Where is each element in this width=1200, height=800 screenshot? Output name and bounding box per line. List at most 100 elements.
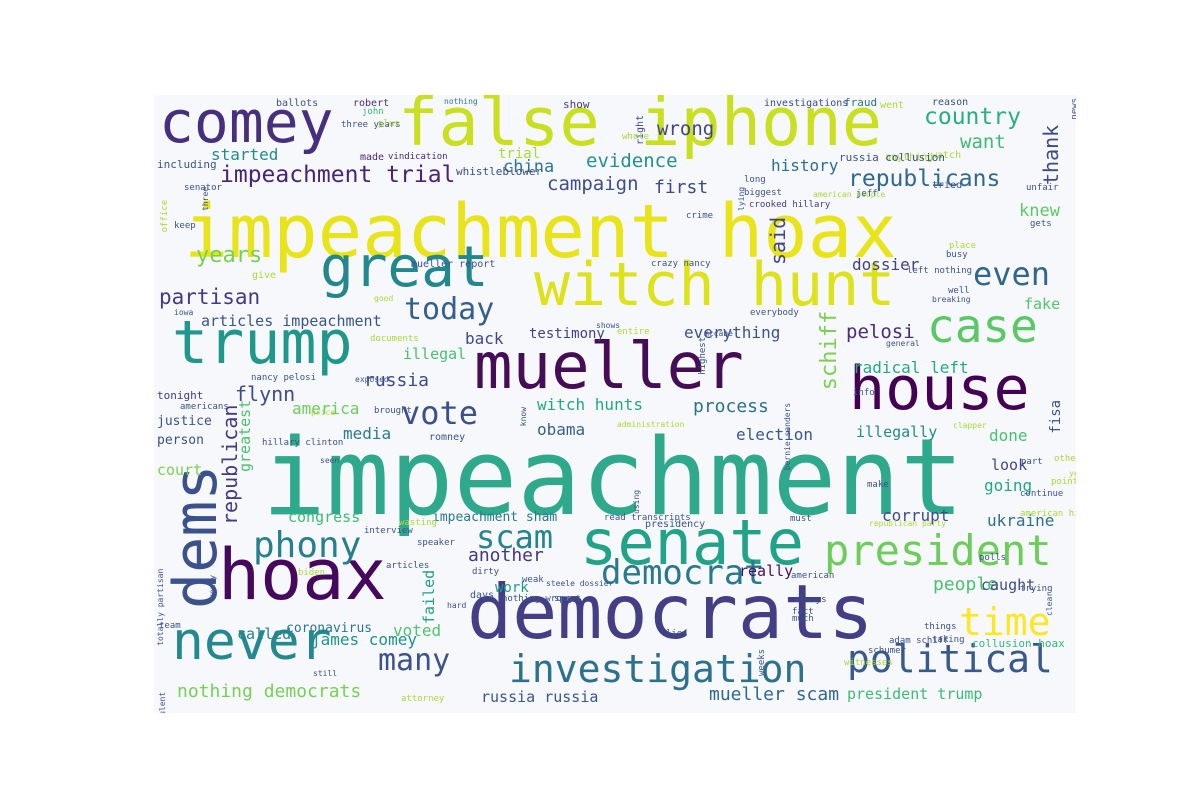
- cloud-word-clapper: clapper: [953, 421, 987, 430]
- cloud-word-three: three: [201, 186, 210, 211]
- cloud-word-first: first: [654, 177, 709, 198]
- cloud-word-fraudulent: fraudulent: [158, 692, 167, 713]
- cloud-word-give: give: [252, 270, 277, 281]
- cloud-word-info: info: [853, 388, 875, 398]
- cloud-word-office: office: [160, 199, 170, 233]
- cloud-word-things: things: [924, 622, 957, 632]
- cloud-word-john: john: [362, 107, 384, 117]
- cloud-word-tried: tried: [932, 180, 963, 191]
- cloud-word-everybody: everybody: [750, 308, 799, 318]
- cloud-word-schiff: schiff: [817, 310, 842, 391]
- cloud-word-greatest: greatest: [236, 399, 254, 472]
- cloud-word-entire: entire: [617, 327, 650, 337]
- cloud-word-media: media: [343, 424, 392, 443]
- cloud-word-taking: taking: [932, 635, 965, 645]
- cloud-word-good: good: [374, 294, 394, 303]
- cloud-word-american-people: american people: [813, 190, 886, 199]
- cloud-word-work: work: [495, 580, 529, 596]
- cloud-word-trial: trial: [498, 146, 541, 162]
- cloud-word-testimony: testimony: [529, 326, 605, 342]
- cloud-word-justice: justice: [157, 414, 212, 429]
- cloud-word-make: make: [867, 480, 889, 490]
- cloud-word-impeachment-sham: impeachment sham: [432, 510, 558, 525]
- cloud-word-show: show: [563, 98, 590, 111]
- cloud-word-exposed: exposed: [355, 375, 389, 384]
- cloud-word-articles: articles: [386, 561, 430, 571]
- cloud-word-comey: comey: [159, 95, 334, 156]
- cloud-word-robert: robert: [353, 98, 390, 109]
- cloud-word-read-transcripts: read transcripts: [604, 513, 691, 523]
- cloud-word-news: news: [1070, 97, 1076, 120]
- cloud-word-weeks: weeks: [757, 648, 767, 676]
- cloud-word-vote: vote: [401, 394, 479, 432]
- cloud-word-left-nothing: left nothing: [907, 266, 973, 276]
- cloud-word-team: team: [159, 621, 181, 631]
- cloud-word-country: country: [924, 104, 1021, 130]
- cloud-word-witch-hunt: witch hunt: [534, 250, 896, 320]
- cloud-word-year: year: [1069, 469, 1076, 478]
- cloud-word-investigation: investigation: [509, 647, 807, 691]
- cloud-word-jeff: jeff: [856, 189, 878, 199]
- cloud-word-crooked-hillary: crooked hillary: [749, 200, 831, 210]
- cloud-word-nothing-wrong: nothing wrong: [502, 594, 573, 604]
- cloud-word-people: people: [933, 574, 999, 595]
- cloud-word-collusion-hoax: collusion hoax: [972, 637, 1065, 650]
- cloud-word-time: time: [959, 600, 1051, 644]
- cloud-word-china: china: [503, 157, 555, 177]
- cloud-word-vindication: vindication: [388, 152, 448, 162]
- cloud-word-breaking: breaking: [932, 295, 971, 304]
- cloud-word-whole: whole: [622, 132, 650, 142]
- cloud-word-anything: anything: [885, 152, 934, 163]
- cloud-word-mueller-report: mueller report: [411, 259, 496, 270]
- cloud-word-great: great: [320, 235, 489, 300]
- cloud-word-james-comey: james comey: [311, 630, 417, 649]
- cloud-word-going: going: [984, 476, 1033, 495]
- cloud-word-impeachment-trial: impeachment trial: [220, 162, 456, 188]
- cloud-word-house: house: [849, 354, 1030, 424]
- cloud-word-presidency: presidency: [645, 519, 706, 530]
- cloud-word-much: much: [792, 614, 814, 624]
- cloud-word-impeachment-hoax: impeachment hoax: [184, 189, 897, 275]
- cloud-word-radical-left: radical left: [853, 358, 969, 377]
- cloud-word-fake: fake: [1024, 295, 1061, 313]
- cloud-word-everything: everything: [684, 323, 781, 342]
- cloud-word-totally-partisan: totally partisan: [156, 568, 165, 646]
- cloud-word-hoax: hoax: [218, 534, 387, 616]
- cloud-word-campaign: campaign: [547, 173, 639, 195]
- cloud-word-thank: thank: [1039, 124, 1063, 185]
- cloud-word-continue: continue: [1020, 489, 1064, 499]
- cloud-word-fisa: fisa: [1048, 399, 1064, 434]
- cloud-word-scam: scam: [476, 518, 554, 556]
- cloud-word-biggest: biggest: [744, 188, 782, 198]
- cloud-word-knew: knew: [1019, 201, 1060, 221]
- cloud-word-part: part: [1021, 457, 1043, 467]
- cloud-word-witch-hunts: witch hunts: [537, 395, 643, 414]
- cloud-word-called: called: [237, 625, 292, 643]
- cloud-word-partisan: partisan: [159, 285, 261, 309]
- cloud-word-voted: voted: [393, 621, 442, 640]
- cloud-word-process: process: [693, 396, 769, 417]
- cloud-word-look: look: [991, 456, 1028, 474]
- cloud-word-america: america: [292, 399, 360, 418]
- cloud-word-reason: reason: [932, 97, 969, 108]
- cloud-word-nancy-pelosi: nancy pelosi: [251, 373, 317, 383]
- cloud-word-illegally: illegally: [856, 423, 938, 441]
- cloud-word-mccabe: mccabe: [704, 329, 733, 338]
- cloud-word-made: made: [360, 152, 385, 163]
- cloud-word-steele-dossier: steele dossier: [546, 579, 614, 588]
- cloud-word-biden: biden: [298, 568, 326, 578]
- cloud-word-attorney: attorney: [401, 694, 445, 704]
- cloud-word-shows: shows: [596, 321, 621, 330]
- cloud-word-well: well: [948, 286, 970, 296]
- cloud-word-polls: polls: [979, 553, 1007, 563]
- cloud-word-republican-party: republican party: [869, 519, 947, 528]
- cloud-word-weak: weak: [522, 575, 544, 585]
- cloud-word-court: court: [157, 461, 203, 479]
- cloud-word-brought: brought: [374, 406, 412, 416]
- cloud-word-hard: hard: [447, 601, 467, 610]
- cloud-word-still: still: [313, 669, 338, 678]
- cloud-word-caught: caught: [981, 576, 1036, 594]
- word-cloud: impeachment impeachment hoax democrats sena…: [154, 95, 1076, 713]
- cloud-word-want: want: [960, 131, 1006, 153]
- cloud-word-evidence: evidence: [586, 150, 678, 172]
